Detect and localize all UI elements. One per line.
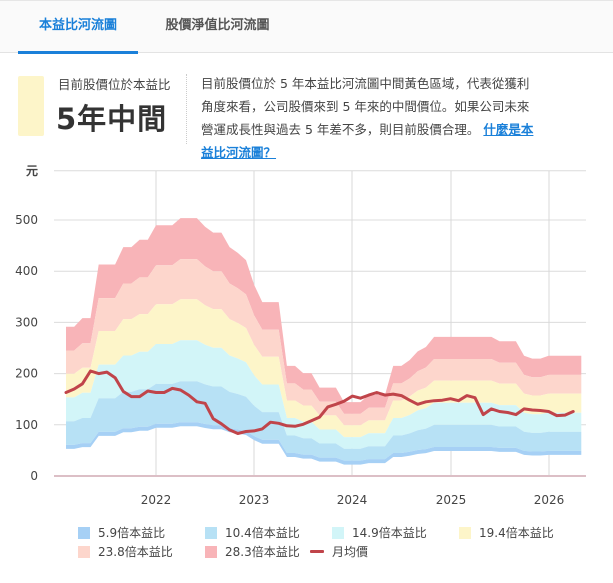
x-tick-label: 2025 [436,493,467,507]
legend-label: 月均價 [332,545,369,559]
legend-item[interactable]: 28.3倍本益比 [205,543,300,560]
y-axis-unit: 元 [26,164,38,178]
x-tick-label: 2023 [239,493,270,507]
legend-label: 14.9倍本益比 [352,526,427,540]
pe-band-19.4x [66,299,582,438]
legend-line-icon [310,550,324,553]
summary-description: 目前股價位於 5 年本益比河流圖中間黃色區域，代表從獲利角度來看，公司股價來到 … [201,72,541,164]
tab-pe-river[interactable]: 本益比河流圖 [18,1,138,54]
y-tick-label: 0 [30,469,38,483]
what-is-pe-river-link[interactable]: 什麼是本益比河流圖？ [201,122,534,160]
description-text: 目前股價位於 5 年本益比河流圖中間黃色區域，代表從獲利角度來看，公司股價來到 … [201,76,530,137]
legend-item[interactable]: 23.8倍本益比 [78,543,173,560]
pe-river-chart: 0 100 200 300 400 500 元 2022 2023 2024 2025 2026 [15,164,586,507]
y-tick-label: 500 [15,213,38,227]
y-tick-label: 100 [15,418,38,432]
y-tick-label: 400 [15,264,38,278]
tab-bar: 本益比河流圖 股價淨值比河流圖 [0,0,613,54]
legend-item[interactable]: 19.4倍本益比 [459,524,554,541]
x-tick-label: 2026 [534,493,565,507]
valuation-summary: 目前股價位於本益比 5年中間 目前股價位於 5 年本益比河流圖中間黃色區域，代表… [18,74,598,160]
x-tick-label: 2024 [337,493,368,507]
monthly-avg-price-line[interactable] [64,369,575,435]
legend-item[interactable]: 5.9倍本益比 [78,524,165,541]
legend-label: 10.4倍本益比 [225,526,300,540]
legend-label: 23.8倍本益比 [98,545,173,559]
summary-sub-label: 目前股價位於本益比 [58,77,171,92]
legend-swatch-icon [205,545,217,558]
legend-label: 5.9倍本益比 [98,526,166,540]
legend-swatch-icon [205,526,217,539]
tab-pb-river[interactable]: 股價淨值比河流圖 [165,18,270,33]
y-tick-label: 300 [15,315,38,329]
legend-swatch-icon [78,526,90,539]
legend-swatch-icon [332,526,344,539]
zone-color-swatch [18,76,44,136]
legend-swatch-icon [459,526,471,539]
legend-swatch-icon [78,545,90,558]
summary-zone-label: 5年中間 [56,102,168,136]
legend-item[interactable]: 10.4倍本益比 [205,524,300,541]
divider [186,74,187,144]
legend-item[interactable]: 月均價 [310,543,368,560]
legend-label: 19.4倍本益比 [479,526,554,540]
x-tick-label: 2022 [141,493,172,507]
pe-band-14.9x [66,340,582,449]
y-tick-label: 200 [15,367,38,381]
legend-label: 28.3倍本益比 [225,545,300,559]
legend-item[interactable]: 14.9倍本益比 [332,524,427,541]
